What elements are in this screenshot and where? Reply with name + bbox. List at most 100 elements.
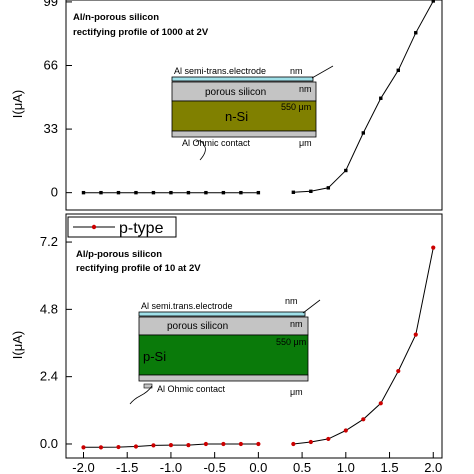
data-point-top bbox=[309, 189, 313, 194]
data-point-bot bbox=[431, 245, 436, 250]
inset-p-electrode-leader bbox=[302, 299, 321, 314]
data-point-top bbox=[99, 190, 103, 195]
data-point-top bbox=[326, 186, 331, 190]
panel-bottom: I(μA) 0.02.44.87.2 -2.0 -1.5 -1.0 -0.5 0.0 0.… bbox=[10, 213, 443, 474]
data-point-bot bbox=[291, 441, 296, 447]
data-point-bot bbox=[168, 442, 174, 448]
inset-n-electrode-layer bbox=[171, 76, 314, 82]
panel-top: I(μA) 0 33 66 99 Al/n-porous silicon rectif… bbox=[10, 0, 443, 211]
legend-entry-p-type: p-type bbox=[119, 220, 164, 237]
data-point-top bbox=[169, 190, 173, 195]
y-ticks-top: 0 33 66 99 bbox=[44, 0, 72, 200]
inset-n-porous-unit: nm bbox=[299, 84, 312, 94]
plot-frame-top bbox=[65, 0, 443, 211]
y-tick-label-bot: 7.2 bbox=[40, 234, 58, 249]
inset-p-contact-leader bbox=[129, 385, 153, 405]
x-tick-label-bot: 0.5 bbox=[293, 460, 311, 474]
series-line-bot-seg1 bbox=[293, 247, 434, 445]
data-point-bot bbox=[81, 445, 86, 450]
data-point-top bbox=[256, 190, 261, 195]
inset-p-porous-label: porous silicon bbox=[167, 321, 228, 332]
y-tick-label-bot: 0.0 bbox=[40, 436, 58, 451]
inset-p-porous-unit: nm bbox=[290, 319, 303, 329]
inset-p-substrate-layer bbox=[138, 334, 309, 376]
data-point-bot bbox=[238, 441, 243, 447]
data-point-bot bbox=[343, 428, 348, 433]
inset-p-substrate-unit: 550 μm bbox=[276, 337, 306, 347]
data-point-top bbox=[396, 68, 400, 73]
data-point-bot bbox=[308, 439, 313, 445]
x-tick-label-bot: -2.0 bbox=[72, 460, 94, 474]
data-point-bot bbox=[203, 441, 209, 447]
plot-frame-bottom bbox=[65, 213, 443, 459]
legend-box bbox=[67, 216, 177, 238]
inset-device-n: Al semi-trans.electrode nm porous silico… bbox=[171, 65, 334, 161]
data-point-bot bbox=[116, 444, 121, 450]
data-point-bot bbox=[413, 332, 418, 337]
inset-n-electrode-unit: nm bbox=[290, 66, 303, 76]
x-tick-label-bot: 1.0 bbox=[337, 460, 355, 474]
inset-p-substrate-label: p-Si bbox=[143, 349, 166, 364]
data-point-bot bbox=[396, 368, 401, 374]
y-axis-label-bottom: I(μA) bbox=[10, 331, 25, 359]
inset-p-electrode-label: Al semi.trans.electrode bbox=[141, 301, 233, 311]
inset-n-substrate-unit: 550 μm bbox=[281, 102, 311, 112]
data-point-bot bbox=[151, 443, 156, 448]
data-point-top bbox=[116, 190, 121, 195]
x-tick-label-bot: 2.0 bbox=[424, 460, 442, 474]
annotation-bottom-line1: Al/p-porous silicon bbox=[76, 249, 162, 260]
inset-n-contact-label: Al Ohmic contact bbox=[182, 138, 251, 148]
data-point-top bbox=[81, 190, 86, 195]
data-point-bot bbox=[221, 441, 226, 447]
data-point-top bbox=[204, 190, 208, 195]
inset-p-contact-layer bbox=[138, 374, 309, 382]
data-point-top bbox=[134, 190, 138, 195]
inset-n-contact-leader bbox=[195, 140, 206, 161]
inset-p-electrode-unit: nm bbox=[285, 296, 298, 306]
y-tick-label-top: 0 bbox=[51, 185, 58, 200]
x-tick-label-bot: 1.5 bbox=[380, 460, 398, 474]
data-point-top bbox=[221, 190, 226, 195]
data-point-bot bbox=[256, 441, 261, 447]
data-point-top bbox=[291, 190, 296, 194]
inset-p-contact-label: Al Ohmic contact bbox=[157, 384, 226, 394]
inset-p-electrode-layer bbox=[138, 311, 306, 317]
data-point-top bbox=[186, 190, 191, 195]
inset-n-porous-label: porous silicon bbox=[205, 87, 266, 98]
data-point-top bbox=[344, 168, 348, 173]
data-point-bot bbox=[361, 417, 366, 422]
y-tick-label-top: 66 bbox=[44, 58, 58, 73]
data-point-top bbox=[151, 190, 156, 195]
y-tick-label-top: 33 bbox=[44, 121, 58, 136]
inset-n-contact-layer bbox=[171, 130, 317, 138]
annotation-top-line2: rectifying profile of 1000 at 2V bbox=[73, 27, 209, 38]
y-tick-label-bot: 2.4 bbox=[40, 369, 58, 384]
legend-marker bbox=[91, 224, 97, 230]
annotation-bottom-line2: rectifying profile of 10 at 2V bbox=[76, 263, 201, 274]
series-bottom bbox=[81, 245, 436, 450]
inset-n-electrode-label: Al semi-trans.electrode bbox=[174, 66, 266, 76]
data-point-top bbox=[414, 31, 418, 35]
inset-n-contact-unit: μm bbox=[299, 138, 312, 148]
x-tick-label-bot: 0.0 bbox=[249, 460, 267, 474]
data-point-top bbox=[431, 0, 435, 3]
data-point-bot bbox=[133, 444, 139, 449]
y-tick-label-bot: 4.8 bbox=[40, 301, 58, 316]
annotation-top-line1: Al/n-porous silicon bbox=[73, 12, 159, 23]
inset-n-substrate-layer bbox=[171, 100, 317, 132]
y-tick-label-top: 99 bbox=[44, 0, 58, 9]
x-ticks-bottom: -2.0 -1.5 -1.0 -0.5 0.0 0.5 1.0 1.5 2.0 bbox=[72, 452, 442, 474]
y-axis-label-top: I(μA) bbox=[10, 90, 25, 118]
data-point-bot bbox=[378, 401, 383, 406]
x-tick-label-bot: -1.5 bbox=[116, 460, 138, 474]
inset-n-electrode-leader bbox=[311, 65, 334, 79]
data-point-bot bbox=[186, 442, 191, 448]
x-tick-label-bot: -0.5 bbox=[203, 460, 225, 474]
data-point-top bbox=[379, 96, 383, 100]
y-ticks-bottom: 0.0 2.4 4.8 7.2 bbox=[40, 234, 72, 451]
data-point-bot bbox=[326, 436, 331, 442]
series-top bbox=[81, 0, 435, 195]
inset-p-contact-unit: μm bbox=[290, 387, 303, 397]
inset-n-substrate-label: n-Si bbox=[225, 109, 248, 124]
